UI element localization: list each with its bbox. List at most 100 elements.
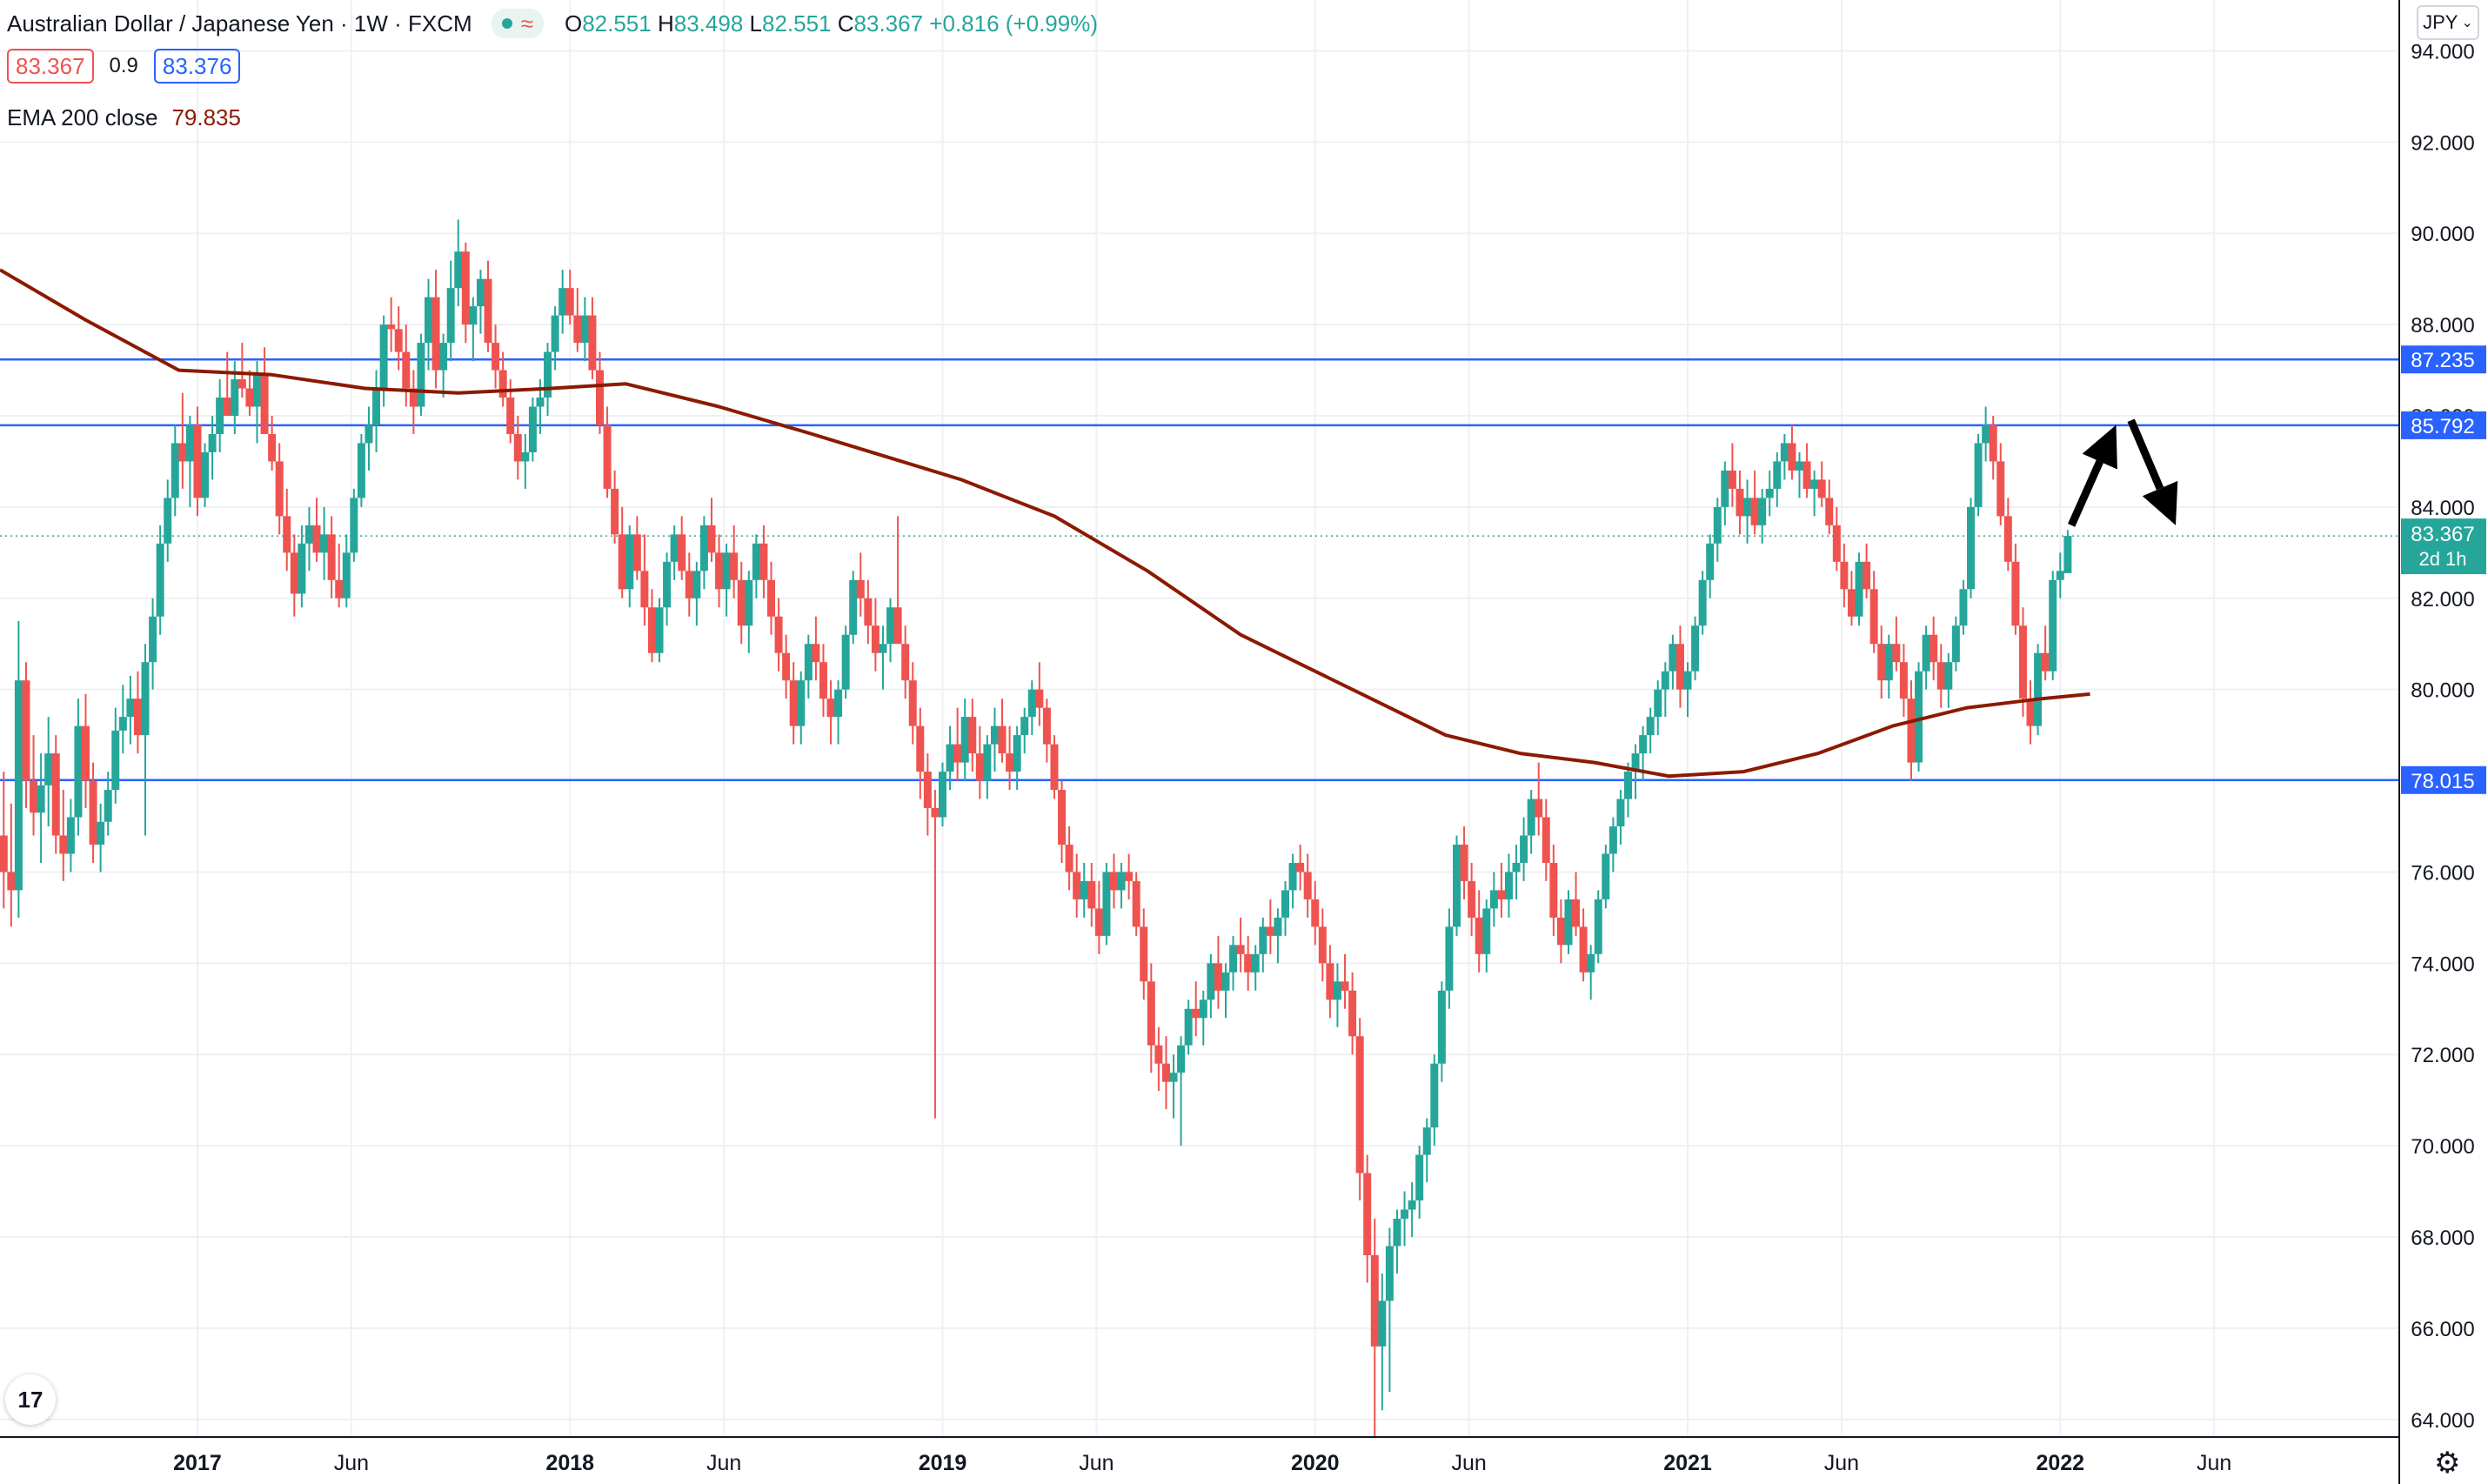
candle-body: [618, 534, 626, 590]
close-label: C: [837, 10, 854, 37]
candle-body: [1721, 470, 1729, 507]
candle-body: [97, 821, 105, 845]
candle-body: [394, 329, 403, 352]
candle-body: [1236, 945, 1245, 954]
ohlc-values: O82.551 H83.498 L82.551 C83.367 +0.816 (…: [565, 12, 1098, 35]
candle-body: [580, 315, 589, 344]
candles: [0, 219, 2072, 1438]
candle-body: [59, 835, 68, 854]
candle-body: [1385, 1246, 1394, 1301]
candle-body: [1370, 1254, 1379, 1347]
candle-body: [1475, 917, 1483, 954]
candle-body: [1855, 561, 1863, 617]
candle-body: [1542, 817, 1550, 863]
x-tick-label: 2021: [1663, 1451, 1712, 1475]
candle-body: [707, 525, 716, 553]
buy-button[interactable]: 83.376: [153, 49, 241, 84]
candle-body: [908, 680, 917, 726]
candle-body: [409, 388, 418, 407]
candle-body: [245, 388, 254, 407]
candle-body: [37, 785, 45, 813]
candle-body: [737, 579, 746, 626]
indicator-label: EMA 200 close: [7, 104, 158, 130]
candle-body: [1780, 443, 1789, 462]
annotation-arrow-shaft: [2127, 418, 2164, 491]
y-tick-label: 66.000: [2411, 1318, 2474, 1341]
ema-line: [0, 268, 2090, 779]
candle-body: [1214, 963, 1222, 991]
candle-body: [1594, 899, 1602, 954]
candle-body: [1706, 543, 1715, 580]
candle-body: [1602, 853, 1610, 899]
ema-200-line: [0, 268, 2090, 779]
candle-body: [30, 780, 38, 813]
candle-body: [1982, 424, 1990, 444]
x-tick-label: 2017: [173, 1451, 222, 1475]
candle-body: [1788, 443, 1796, 471]
gear-icon[interactable]: ⚙: [2434, 1447, 2461, 1480]
tradingview-logo-icon[interactable]: 17: [5, 1374, 56, 1425]
sell-button[interactable]: 83.367: [7, 49, 94, 84]
price-label-bg: [2401, 765, 2486, 794]
candle-body: [1207, 963, 1215, 1000]
y-tick-label: 90.000: [2411, 223, 2474, 246]
candle-body: [1065, 844, 1073, 872]
candle-body: [901, 644, 910, 681]
candle-body: [1408, 1200, 1416, 1210]
candle-body: [1311, 899, 1320, 927]
candle-body: [312, 525, 321, 553]
candle-body: [1489, 890, 1498, 909]
candle-body: [1587, 953, 1595, 973]
candle-body: [1035, 689, 1044, 708]
y-tick-label: 92.000: [2411, 131, 2474, 155]
annotation-arrows: [2068, 418, 2178, 527]
low-value: 82.551: [761, 10, 832, 37]
y-tick-label: 72.000: [2411, 1044, 2474, 1067]
candle-body: [1535, 799, 1543, 818]
indicator-row[interactable]: EMA 200 close 79.835: [7, 106, 241, 129]
candle-body: [1639, 735, 1648, 754]
candle-body: [44, 753, 53, 785]
candle-body: [663, 561, 672, 608]
market-status-pill[interactable]: ≈: [491, 9, 544, 38]
candle-body: [1058, 790, 1067, 845]
candle-body: [1802, 461, 1811, 489]
candle-body: [446, 288, 455, 344]
candle-body: [774, 616, 783, 653]
y-tick-label: 64.000: [2411, 1409, 2474, 1433]
symbol-title[interactable]: Australian Dollar / Japanese Yen · 1W · …: [7, 10, 472, 37]
candle-body: [1743, 498, 1752, 517]
candle-body: [111, 730, 120, 791]
candle-body: [268, 433, 277, 462]
candle-body: [223, 398, 231, 416]
candle-body: [304, 525, 313, 544]
x-tick-label: Jun: [2197, 1451, 2231, 1475]
candle-body: [1936, 662, 1945, 690]
candle-body: [327, 534, 336, 580]
candle-body: [1698, 579, 1707, 626]
candle-body: [1251, 953, 1260, 973]
candle-body: [14, 680, 23, 891]
candle-body: [834, 689, 843, 718]
candle-body: [841, 634, 850, 690]
candle-body: [1728, 470, 1736, 489]
candle-body: [1572, 899, 1581, 927]
candle-body: [1094, 908, 1103, 936]
candle-body: [1765, 488, 1774, 498]
candle-body: [879, 644, 887, 653]
candle-body: [752, 543, 760, 580]
candle-body: [2011, 561, 2020, 626]
candle-body: [171, 443, 179, 498]
candle-body: [1393, 1219, 1401, 1247]
candle-body: [51, 753, 60, 836]
candle-body: [998, 725, 1007, 754]
candle-body: [1184, 1008, 1193, 1046]
open-value: 82.551: [582, 10, 652, 37]
candle-body: [1504, 872, 1513, 899]
annotation-arrow-shaft: [2068, 459, 2103, 527]
candle-body: [1013, 735, 1021, 772]
currency-selector[interactable]: JPY ⌄: [2417, 5, 2479, 40]
x-tick-label: 2018: [545, 1451, 594, 1475]
candle-body: [89, 780, 97, 845]
